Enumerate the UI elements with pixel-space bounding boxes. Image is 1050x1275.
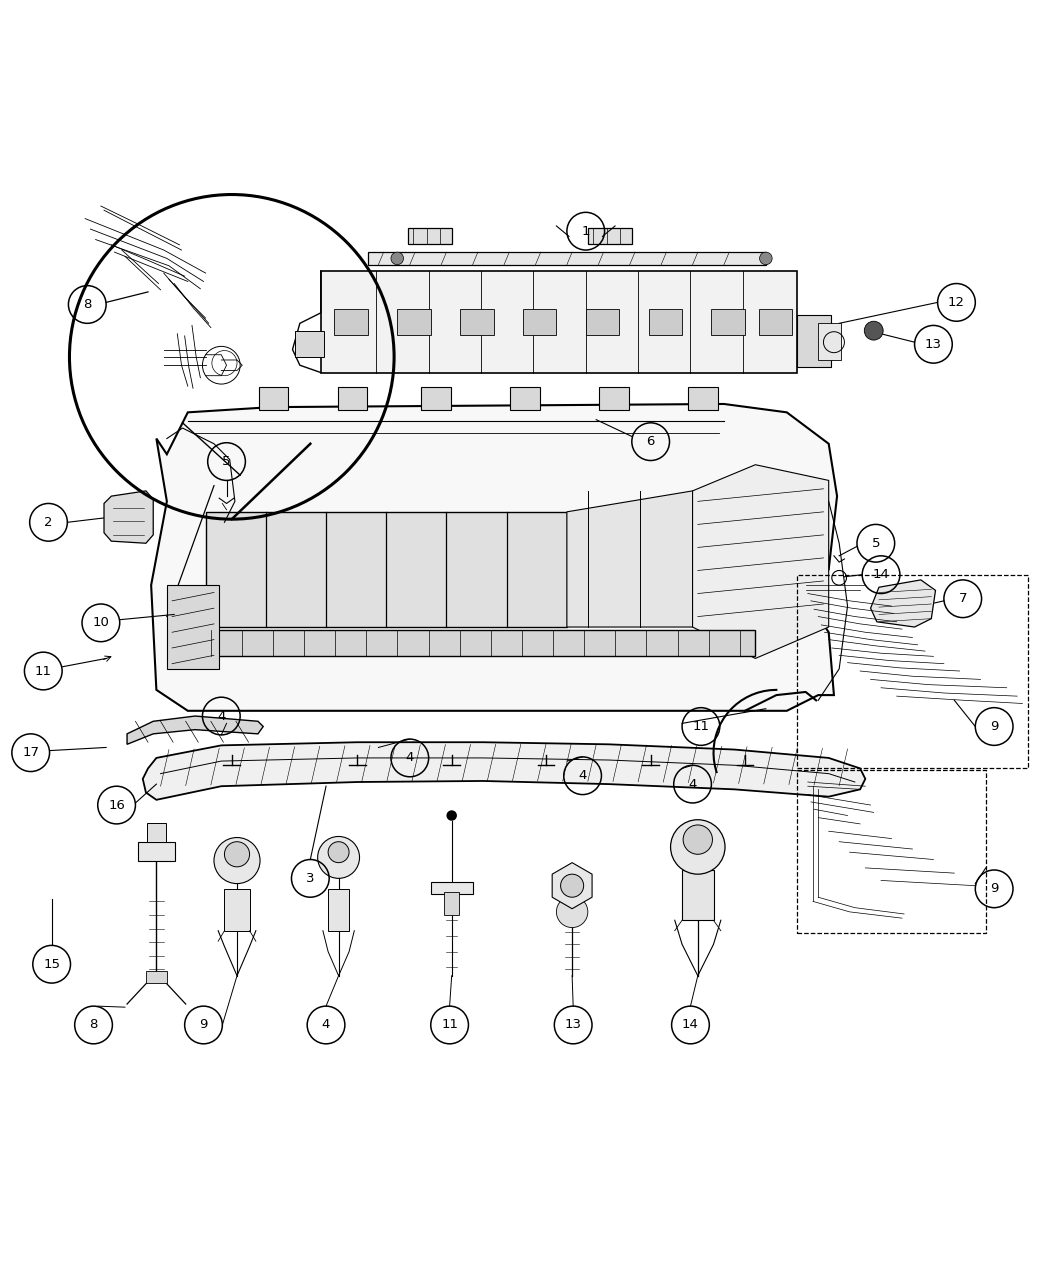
- Circle shape: [446, 811, 457, 821]
- Text: 4: 4: [217, 710, 226, 723]
- Text: 8: 8: [89, 1019, 98, 1031]
- Bar: [600, 388, 629, 411]
- Bar: [337, 388, 366, 411]
- Text: 7: 7: [959, 593, 967, 606]
- Circle shape: [391, 252, 403, 265]
- Bar: [147, 822, 166, 842]
- Text: 16: 16: [108, 798, 125, 812]
- Bar: [523, 309, 556, 335]
- Circle shape: [328, 842, 349, 863]
- Text: 2: 2: [44, 516, 52, 529]
- Text: 9: 9: [990, 720, 999, 733]
- Bar: [758, 309, 792, 335]
- Bar: [206, 511, 567, 627]
- Text: 11: 11: [692, 720, 710, 733]
- Bar: [818, 324, 841, 360]
- Bar: [397, 309, 430, 335]
- Polygon shape: [567, 491, 693, 627]
- Bar: [588, 228, 632, 244]
- Bar: [689, 388, 718, 411]
- Text: 13: 13: [925, 338, 942, 351]
- Circle shape: [225, 842, 250, 867]
- Polygon shape: [104, 491, 153, 543]
- Bar: [797, 770, 986, 933]
- Bar: [460, 309, 493, 335]
- Bar: [334, 309, 367, 335]
- Bar: [259, 388, 289, 411]
- Text: 14: 14: [682, 1019, 699, 1031]
- Bar: [295, 330, 324, 357]
- Text: 11: 11: [35, 664, 51, 677]
- Text: 8: 8: [83, 298, 91, 311]
- Bar: [797, 575, 1028, 769]
- Bar: [146, 970, 167, 983]
- Text: 6: 6: [647, 435, 655, 449]
- Text: 11: 11: [441, 1019, 458, 1031]
- Text: 14: 14: [873, 569, 889, 581]
- Text: 1: 1: [582, 224, 590, 237]
- Text: 10: 10: [92, 616, 109, 630]
- Bar: [167, 585, 219, 669]
- Text: 4: 4: [322, 1019, 330, 1031]
- Text: 4: 4: [689, 778, 697, 790]
- Bar: [407, 228, 452, 244]
- Bar: [682, 870, 714, 921]
- Polygon shape: [693, 464, 828, 658]
- Bar: [712, 309, 744, 335]
- Polygon shape: [151, 404, 837, 710]
- Bar: [368, 252, 765, 265]
- Circle shape: [561, 875, 584, 898]
- Bar: [421, 388, 450, 411]
- Bar: [328, 889, 349, 931]
- Circle shape: [864, 321, 883, 340]
- Bar: [586, 309, 620, 335]
- Bar: [444, 892, 459, 915]
- Text: 12: 12: [948, 296, 965, 309]
- Circle shape: [671, 820, 724, 875]
- Bar: [225, 889, 250, 931]
- Circle shape: [759, 252, 772, 265]
- Bar: [195, 630, 755, 657]
- Circle shape: [214, 838, 260, 884]
- Text: 17: 17: [22, 746, 39, 759]
- Text: 3: 3: [306, 872, 315, 885]
- Text: 4: 4: [579, 769, 587, 783]
- Bar: [649, 309, 682, 335]
- Text: 5: 5: [872, 537, 880, 550]
- Bar: [321, 272, 797, 372]
- Text: 4: 4: [405, 751, 414, 765]
- Bar: [430, 881, 473, 894]
- Text: 5: 5: [223, 455, 231, 468]
- Polygon shape: [143, 742, 865, 799]
- Circle shape: [684, 825, 713, 854]
- Circle shape: [318, 836, 359, 878]
- Bar: [797, 315, 831, 367]
- Polygon shape: [127, 717, 264, 745]
- Text: 13: 13: [565, 1019, 582, 1031]
- Text: 9: 9: [990, 882, 999, 895]
- Text: 9: 9: [200, 1019, 208, 1031]
- Circle shape: [556, 896, 588, 928]
- Bar: [510, 388, 540, 411]
- Polygon shape: [870, 580, 936, 627]
- Bar: [138, 842, 175, 861]
- Text: 15: 15: [43, 958, 60, 970]
- Polygon shape: [552, 863, 592, 909]
